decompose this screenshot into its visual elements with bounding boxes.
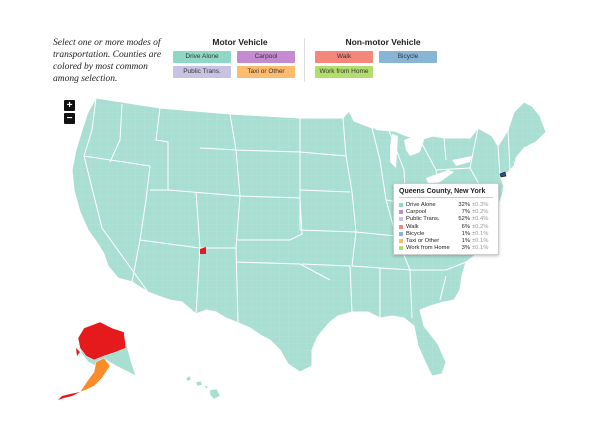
tooltip-swatch	[399, 203, 403, 207]
aleutian-islands	[58, 392, 80, 400]
tooltip-error: ±0.1%	[472, 230, 489, 237]
tooltip-row: Bicycle 1% ±0.1%	[399, 230, 493, 238]
tooltip-swatch	[399, 231, 403, 236]
legend-button-work-from-home[interactable]: Work from Home	[315, 66, 373, 78]
tooltip-label: Public Trans.	[406, 216, 440, 223]
alaska-island	[76, 348, 80, 356]
intro-line: Select one or more modes of	[53, 38, 161, 48]
tooltip-row: Taxi or Other 1% ±0.1%	[399, 237, 493, 245]
legend-button-drive-alone[interactable]: Drive Alone	[173, 51, 231, 63]
alaska-red-counties[interactable]	[77, 321, 127, 361]
tooltip-error: ±0.2%	[472, 223, 489, 230]
selected-county-queens[interactable]	[499, 171, 507, 178]
tooltip-label: Work from Home	[406, 245, 450, 252]
great-lakes	[372, 122, 472, 184]
legend-button-carpool[interactable]: Carpool	[237, 51, 295, 63]
zoom-in-button[interactable]: +	[64, 100, 75, 111]
highlight-county-colorado[interactable]	[200, 247, 206, 254]
intro-line: among selection.	[53, 74, 118, 84]
motor-vehicle-title: Motor Vehicle	[212, 37, 268, 47]
zoom-out-button[interactable]: −	[64, 113, 75, 124]
legend-button-public-trans[interactable]: Public Trans.	[173, 66, 231, 78]
tooltip-title: Queens County, New York	[399, 188, 486, 195]
intro-text: Select one or more modes of transportati…	[53, 37, 163, 85]
tooltip-row: Work from Home 3% ±0.1%	[399, 244, 493, 252]
tooltip-row: Public Trans. 52% ±0.4%	[399, 215, 493, 223]
tooltip-error: ±0.2%	[472, 209, 489, 216]
legend-button-walk[interactable]: Walk	[315, 51, 373, 63]
tooltip-error: ±0.4%	[472, 216, 489, 223]
tooltip-swatch	[399, 224, 403, 229]
tooltip-label: Walk	[406, 223, 419, 230]
tooltip-value: 32%	[458, 202, 470, 208]
alaska[interactable]	[58, 321, 137, 400]
tooltip-divider	[399, 197, 493, 198]
tooltip-row: Carpool 7% ±0.2%	[399, 208, 493, 216]
tooltip-error: ±0.1%	[472, 245, 489, 252]
contiguous-us[interactable]	[71, 97, 547, 377]
county-tooltip: Queens County, New York Drive Alone 32% ±0…	[393, 183, 499, 255]
legend-button-taxi-or-other[interactable]: Taxi or Other	[237, 66, 295, 78]
tooltip-swatch	[399, 246, 403, 251]
tooltip-error: ±0.3%	[472, 202, 489, 208]
tooltip-value: 52%	[458, 216, 470, 223]
tooltip-swatch	[399, 217, 403, 222]
tooltip-swatch	[399, 239, 403, 243]
tooltip-error: ±0.1%	[472, 238, 489, 244]
legend-button-bicycle[interactable]: Bicycle	[379, 51, 437, 63]
tooltip-value: 1%	[461, 238, 470, 244]
legend-divider	[304, 38, 305, 82]
tooltip-value: 7%	[461, 209, 470, 216]
tooltip-label: Carpool	[406, 209, 427, 216]
intro-line: transportation. Counties are	[53, 50, 162, 60]
county-texture	[72, 98, 546, 376]
hawaii[interactable]	[185, 375, 221, 400]
alaska-orange-counties[interactable]	[79, 357, 111, 393]
tooltip-label: Drive Alone	[406, 202, 436, 208]
intro-line: colored by most common	[53, 62, 148, 72]
tooltip-swatch	[399, 210, 403, 215]
tooltip-row: Walk 6% ±0.2%	[399, 223, 493, 231]
tooltip-label: Bicycle	[406, 230, 425, 237]
tooltip-label: Taxi or Other	[406, 238, 440, 244]
tooltip-value: 1%	[461, 230, 470, 237]
tooltip-value: 6%	[461, 223, 470, 230]
non-motor-vehicle-title: Non-motor Vehicle	[345, 37, 421, 47]
tooltip-value: 3%	[461, 245, 470, 252]
tooltip-row: Drive Alone 32% ±0.3%	[399, 201, 493, 209]
